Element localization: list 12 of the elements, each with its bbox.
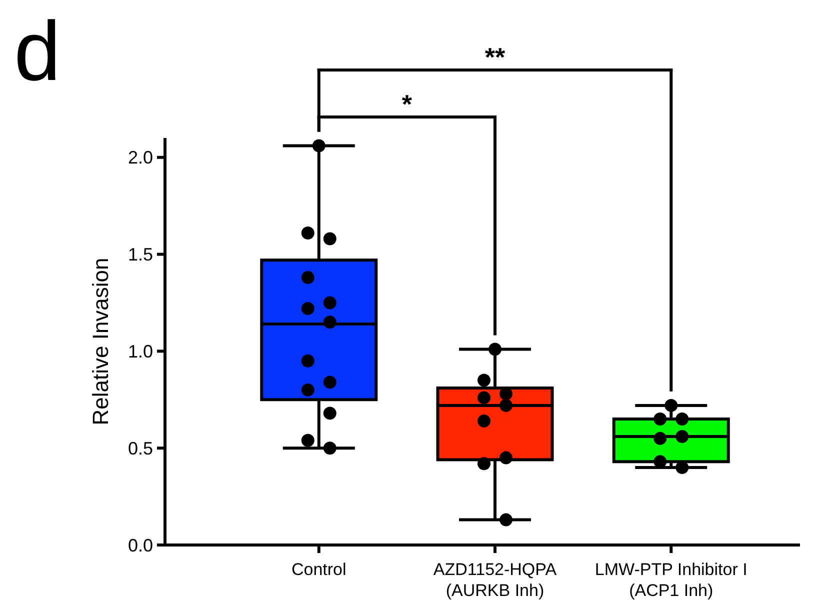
- x-tick-label: LMW-PTP Inhibitor I (ACP1 Inh): [594, 560, 748, 600]
- x-tick-label: Control: [291, 560, 346, 579]
- y-tick-label: 1.5: [128, 244, 153, 265]
- x-tick-label: AZD1152-HQPA (AURKB Inh): [433, 560, 558, 600]
- y-tick-label: 0.5: [128, 438, 153, 458]
- y-axis-title: Relative Invasion: [88, 258, 113, 426]
- text: **: [484, 42, 506, 72]
- y-tick-label: 0.0: [128, 535, 153, 556]
- y-tick-label: 1.0: [128, 341, 153, 362]
- y-tick-label: 2.0: [128, 148, 153, 168]
- text: *: [402, 89, 413, 119]
- text: d: [14, 4, 61, 98]
